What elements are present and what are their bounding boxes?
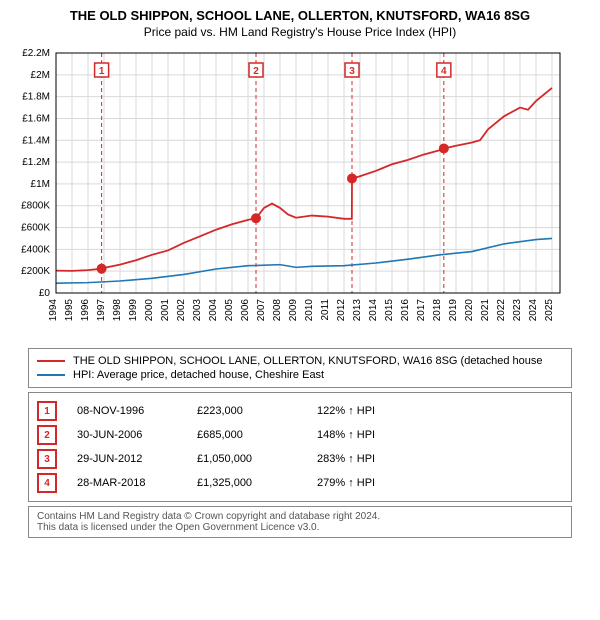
legend-item: THE OLD SHIPPON, SCHOOL LANE, OLLERTON, … [37, 355, 563, 367]
svg-text:2018: 2018 [432, 299, 443, 322]
svg-text:£0: £0 [39, 288, 51, 299]
svg-text:2011: 2011 [320, 299, 331, 321]
chart-title: THE OLD SHIPPON, SCHOOL LANE, OLLERTON, … [8, 8, 592, 23]
cell-hpi: 148% ↑ HPI [317, 429, 437, 441]
svg-text:2012: 2012 [336, 299, 347, 322]
svg-text:2022: 2022 [496, 299, 507, 322]
legend-label: THE OLD SHIPPON, SCHOOL LANE, OLLERTON, … [73, 355, 543, 367]
legend-swatch [37, 374, 65, 376]
svg-text:1998: 1998 [112, 299, 123, 322]
marker-box: 2 [37, 425, 57, 445]
table-row: 2 30-JUN-2006 £685,000 148% ↑ HPI [37, 425, 563, 445]
svg-text:£1.8M: £1.8M [22, 92, 50, 103]
chart-area: £0 £200K £400K £600K £800K £1M £1.2M £1.4M £1.6M… [8, 45, 592, 340]
svg-text:2019: 2019 [448, 299, 459, 322]
svg-text:£600K: £600K [21, 223, 50, 234]
cell-price: £685,000 [197, 429, 297, 441]
line-chart: £0 £200K £400K £600K £800K £1M £1.2M £1.4M £1.6M… [8, 45, 568, 335]
footer-line: Contains HM Land Registry data © Crown c… [37, 511, 563, 522]
cell-price: £223,000 [197, 405, 297, 417]
svg-text:1999: 1999 [128, 299, 139, 322]
cell-hpi: 283% ↑ HPI [317, 453, 437, 465]
svg-text:2003: 2003 [192, 299, 203, 322]
svg-text:2014: 2014 [368, 299, 379, 322]
svg-text:1994: 1994 [48, 299, 59, 322]
cell-date: 28-MAR-2018 [77, 477, 177, 489]
chart-subtitle: Price paid vs. HM Land Registry's House … [8, 25, 592, 39]
svg-text:£200K: £200K [21, 266, 50, 277]
marker-box: 4 [37, 473, 57, 493]
svg-text:2013: 2013 [352, 299, 363, 322]
svg-text:2004: 2004 [208, 299, 219, 322]
svg-text:2021: 2021 [480, 299, 491, 322]
cell-hpi: 122% ↑ HPI [317, 405, 437, 417]
cell-hpi: 279% ↑ HPI [317, 477, 437, 489]
svg-text:1995: 1995 [64, 299, 75, 322]
svg-text:4: 4 [441, 66, 447, 77]
svg-text:£1.4M: £1.4M [22, 135, 50, 146]
svg-text:2010: 2010 [304, 299, 315, 322]
cell-date: 08-NOV-1996 [77, 405, 177, 417]
svg-text:2: 2 [253, 66, 259, 77]
svg-text:£1M: £1M [31, 179, 50, 190]
svg-text:2001: 2001 [160, 299, 171, 322]
svg-text:2006: 2006 [240, 299, 251, 322]
svg-text:2015: 2015 [384, 299, 395, 322]
svg-text:2009: 2009 [288, 299, 299, 322]
svg-text:£800K: £800K [21, 201, 50, 212]
cell-date: 30-JUN-2006 [77, 429, 177, 441]
svg-text:2007: 2007 [256, 299, 267, 322]
transactions-table: 1 08-NOV-1996 £223,000 122% ↑ HPI 2 30-JUN-20… [28, 392, 572, 502]
svg-text:2020: 2020 [464, 299, 475, 322]
cell-date: 29-JUN-2012 [77, 453, 177, 465]
table-row: 1 08-NOV-1996 £223,000 122% ↑ HPI [37, 401, 563, 421]
svg-text:2024: 2024 [528, 299, 539, 322]
svg-text:1997: 1997 [96, 299, 107, 322]
footer: Contains HM Land Registry data © Crown c… [28, 506, 572, 538]
svg-text:1996: 1996 [80, 299, 91, 322]
svg-text:1: 1 [99, 66, 105, 77]
svg-text:£400K: £400K [21, 244, 50, 255]
legend-item: HPI: Average price, detached house, Ches… [37, 369, 563, 381]
svg-text:£1.2M: £1.2M [22, 157, 50, 168]
svg-text:2025: 2025 [544, 299, 555, 322]
svg-text:3: 3 [349, 66, 355, 77]
svg-text:2017: 2017 [416, 299, 427, 322]
svg-text:2023: 2023 [512, 299, 523, 322]
svg-text:2002: 2002 [176, 299, 187, 322]
marker-box: 3 [37, 449, 57, 469]
table-row: 3 29-JUN-2012 £1,050,000 283% ↑ HPI [37, 449, 563, 469]
footer-line: This data is licensed under the Open Gov… [37, 522, 563, 533]
legend-label: HPI: Average price, detached house, Ches… [73, 369, 324, 381]
svg-text:£2M: £2M [31, 70, 50, 81]
svg-text:2008: 2008 [272, 299, 283, 322]
marker-box: 1 [37, 401, 57, 421]
legend: THE OLD SHIPPON, SCHOOL LANE, OLLERTON, … [28, 348, 572, 388]
cell-price: £1,325,000 [197, 477, 297, 489]
svg-text:£2.2M: £2.2M [22, 48, 50, 59]
svg-text:2016: 2016 [400, 299, 411, 322]
svg-text:2000: 2000 [144, 299, 155, 322]
svg-text:2005: 2005 [224, 299, 235, 322]
cell-price: £1,050,000 [197, 453, 297, 465]
table-row: 4 28-MAR-2018 £1,325,000 279% ↑ HPI [37, 473, 563, 493]
svg-text:£1.6M: £1.6M [22, 113, 50, 124]
legend-swatch [37, 360, 65, 362]
